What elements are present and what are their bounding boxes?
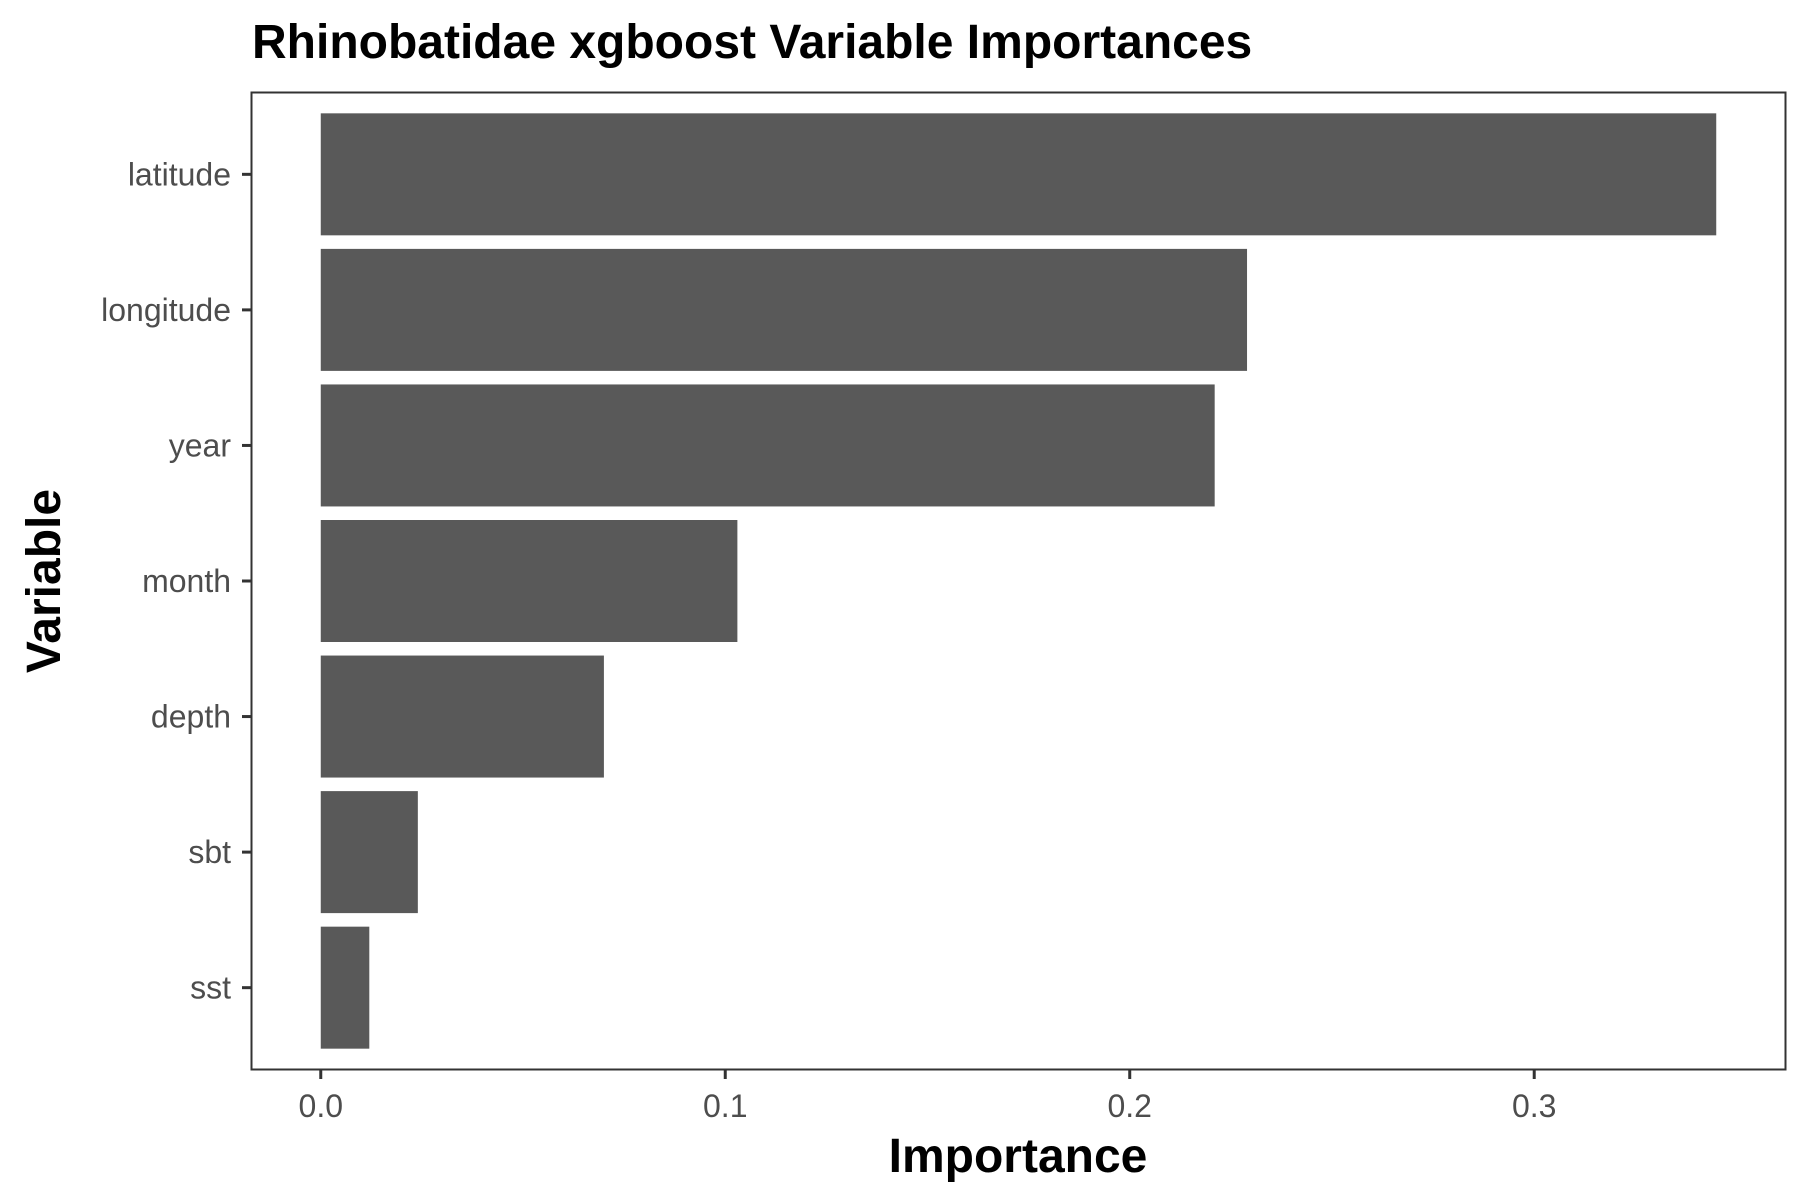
bar-latitude (320, 113, 1717, 236)
x-tick-label: 0.2 (1107, 1088, 1151, 1124)
bar-depth (320, 655, 604, 778)
y-axis-title: Variable (18, 489, 71, 673)
y-tick-label: year (169, 427, 232, 463)
y-tick-label: month (142, 563, 231, 599)
x-axis: 0.0 0.1 0.2 0.3 (299, 1069, 1556, 1124)
chart-title: Rhinobatidae xgboost Variable Importance… (252, 16, 1252, 69)
x-axis-title: Importance (889, 1130, 1148, 1183)
bar-sbt (320, 791, 418, 914)
x-tick-label: 0.1 (703, 1088, 747, 1124)
y-axis: latitude longitude year month depth sbt sst (101, 156, 252, 1006)
y-tick-label: sbt (188, 834, 231, 870)
bar-year (320, 384, 1215, 507)
bar-longitude (320, 248, 1248, 371)
x-tick-label: 0.0 (299, 1088, 343, 1124)
x-tick-label: 0.3 (1512, 1088, 1556, 1124)
y-tick-label: depth (151, 699, 231, 735)
y-tick-label: sst (190, 970, 231, 1006)
y-tick-label: longitude (101, 292, 231, 328)
bar-month (320, 520, 738, 642)
bars (320, 113, 1717, 1049)
bar-sst (320, 926, 370, 1049)
y-tick-label: latitude (128, 156, 231, 192)
